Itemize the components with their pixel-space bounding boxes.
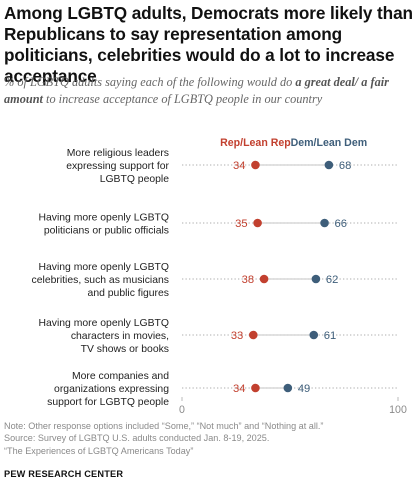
note-text: Note: Other response options included “S… xyxy=(4,421,324,431)
chart-title: Among LGBTQ adults, Democrats more likel… xyxy=(4,3,413,86)
dot-plot: Rep/Lean Rep Dem/Lean Dem More religious l… xyxy=(32,137,407,415)
legend-rep: Rep/Lean Rep xyxy=(220,137,291,149)
category-label: organizations expressing xyxy=(54,384,169,395)
rep-dot xyxy=(253,218,262,228)
rep-value-label: 35 xyxy=(235,218,247,230)
category-label: characters in movies, xyxy=(71,331,169,342)
chart-notes: Note: Other response options included “S… xyxy=(4,420,416,457)
category-label: celebrities, such as musicians xyxy=(32,275,169,286)
category-label: LGBTQ people xyxy=(100,174,170,185)
category-label: TV shows or books xyxy=(81,344,169,355)
dem-dot xyxy=(320,218,329,228)
category-label: Having more openly LGBTQ xyxy=(38,262,169,273)
rep-value-label: 33 xyxy=(231,330,243,342)
dem-value-label: 66 xyxy=(335,218,347,230)
subtitle-text: % of LGBTQ adults saying each of the fol… xyxy=(4,75,296,89)
source-text: Source: Survey of LGBTQ U.S. adults cond… xyxy=(4,433,270,444)
rep-value-label: 38 xyxy=(242,274,254,286)
category-label: support for LGBTQ people xyxy=(47,397,169,408)
category-label: politicians or public officials xyxy=(44,226,169,237)
legend-dem: Dem/Lean Dem xyxy=(291,137,368,149)
category-label: More companies and xyxy=(72,371,169,382)
rep-value-label: 34 xyxy=(233,160,245,172)
dem-value-label: 68 xyxy=(339,160,351,172)
rep-dot xyxy=(248,330,258,340)
report-title-text: “The Experiences of LGBTQ Americans Toda… xyxy=(4,445,194,456)
category-label: and public figures xyxy=(88,288,169,299)
subtitle-emphasis: a great deal/ a fair amount xyxy=(4,75,389,106)
rep-dot xyxy=(251,160,260,170)
dem-dot xyxy=(309,330,319,340)
dem-dot xyxy=(283,383,293,393)
category-label: More religious leaders xyxy=(67,148,169,159)
subtitle-text-end: to increase acceptance of LGBTQ people i… xyxy=(42,92,323,106)
dem-dot xyxy=(311,274,321,284)
x-tick-label: 0 xyxy=(179,404,185,415)
dem-value-label: 49 xyxy=(298,383,310,395)
dem-value-label: 62 xyxy=(326,274,338,286)
category-label: expressing support for xyxy=(66,161,169,172)
rep-dot xyxy=(251,383,260,393)
dem-dot xyxy=(324,160,334,170)
rep-value-label: 34 xyxy=(233,383,245,395)
category-label: Having more openly LGBTQ xyxy=(38,318,169,329)
chart-subtitle: % of LGBTQ adults saying each of the fol… xyxy=(4,74,416,108)
x-tick-label: 100 xyxy=(389,404,407,415)
category-label: Having more openly LGBTQ xyxy=(38,212,169,223)
rep-dot xyxy=(259,274,269,284)
dem-value-label: 61 xyxy=(324,330,336,342)
brand-logo-text: PEW RESEARCH CENTER xyxy=(4,469,124,479)
